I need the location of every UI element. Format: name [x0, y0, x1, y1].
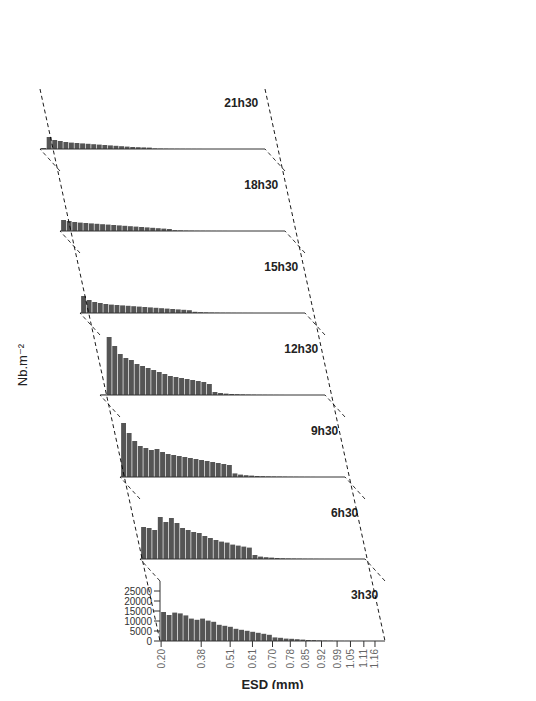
html-text:Nb.m⁻²: Nb.m⁻² — [14, 343, 30, 387]
html-text:6h30: 6h30 — [330, 506, 359, 521]
svg-text:0: 0 — [146, 636, 152, 647]
svg-text:5000: 5000 — [130, 626, 153, 637]
svg-text:15000: 15000 — [124, 606, 152, 617]
html-text:12h30: 12h30 — [284, 342, 319, 357]
svg-text:0.70: 0.70 — [267, 649, 278, 669]
html-text:18h30: 18h30 — [244, 178, 279, 193]
svg-text:0.61: 0.61 — [247, 649, 258, 669]
svg-text:0.99: 0.99 — [332, 649, 343, 669]
svg-text:0.20: 0.20 — [156, 649, 167, 669]
svg-text:0.78: 0.78 — [285, 649, 296, 669]
svg-text:10000: 10000 — [124, 616, 152, 627]
svg-text:20000: 20000 — [124, 596, 152, 607]
svg-text:0.92: 0.92 — [316, 649, 327, 669]
html-text:9h30: 9h30 — [310, 424, 339, 439]
svg-text:0.38: 0.38 — [196, 649, 207, 669]
svg-text:0.51: 0.51 — [225, 649, 236, 669]
svg-text:ESD (mm): ESD (mm) — [241, 677, 303, 689]
svg-text:1.11: 1.11 — [358, 649, 369, 668]
html-text:15h30: 15h30 — [264, 260, 299, 275]
html-text:21h30: 21h30 — [224, 96, 259, 111]
html-text:3h30: 3h30 — [350, 588, 379, 603]
svg-text:1.05: 1.05 — [345, 649, 356, 669]
svg-text:25000: 25000 — [124, 586, 152, 597]
svg-text:1.16: 1.16 — [369, 649, 380, 669]
svg-text:0.85: 0.85 — [300, 649, 311, 669]
